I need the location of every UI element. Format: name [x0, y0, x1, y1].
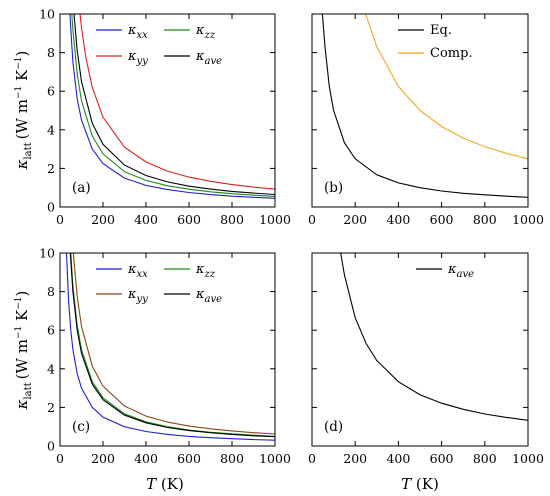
legend-label-a-0: κxx	[127, 23, 148, 41]
series-line-a-0	[69, 14, 275, 199]
axes-frame-a	[59, 13, 276, 208]
panel-b: 0 200 400 600 800 1000 (b) Eq. Comp.	[308, 13, 544, 227]
panel-c: 0 200 400 600 800 1000 0 2 4 6 8 10 (c) κxx κyy κzz κave	[39, 246, 291, 467]
x-tick-label-c: 800	[220, 451, 244, 466]
x-tick-label-b: 800	[473, 212, 497, 227]
x-tick-label-b: 1000	[512, 212, 544, 227]
x-tick-label-a: 1000	[259, 212, 291, 227]
ylabel-close: )	[13, 51, 31, 57]
ylabel-k: K	[13, 69, 31, 86]
panel-label-d: (d)	[324, 419, 343, 435]
panel-label-b: (b)	[324, 180, 343, 196]
y-axis-label-top: κlatt(W m−1 K−1)	[13, 51, 34, 171]
y-tick-label-a: 4	[47, 122, 55, 137]
x-tick-label-c: 600	[177, 451, 201, 466]
x-tick-label-d: 400	[386, 451, 410, 466]
x-tick-label-a: 0	[56, 212, 64, 227]
series-line-c-0	[65, 253, 275, 441]
ylabel-exp1: −1	[14, 326, 24, 339]
y-tick-label-a: 6	[47, 84, 55, 99]
series-line-b-1	[365, 14, 528, 160]
series-line-c-1	[72, 253, 275, 435]
xlabel-units: (K)	[156, 475, 184, 493]
x-tick-label-c: 200	[91, 451, 115, 466]
y-tick-label-c: 4	[47, 361, 55, 376]
y-tick-label-a: 10	[39, 7, 55, 22]
ylabel-units: (W m	[13, 99, 31, 139]
x-tick-label-a: 400	[134, 212, 158, 227]
panels-group: 0 200 400 600 800 10000246810(a)κxxκyyκzzκave…	[39, 7, 544, 467]
x-tick-label-b: 200	[343, 212, 367, 227]
x-axis-label-right: T (K)	[401, 475, 439, 493]
y-axis-label-bottom: κlatt(W m−1 K−1)	[13, 291, 34, 411]
x-tick-label-b: 600	[430, 212, 454, 227]
ylabel-close: )	[13, 291, 31, 297]
panel-d: 0 200 400 600 800 1000 (d) κave	[308, 252, 544, 466]
x-tick-label-c: 0	[56, 451, 64, 466]
x-tick-label-c: 1000	[259, 451, 291, 466]
legend-label-a-2: κzz	[195, 23, 216, 41]
x-tick-label-a: 800	[220, 212, 244, 227]
ylabel-kappa: κ	[13, 399, 31, 410]
ylabel-exp1: −1	[14, 86, 24, 99]
ylabel-exp2: −1	[14, 297, 24, 310]
xlabel-t: T	[146, 475, 157, 493]
series-line-a-1	[79, 14, 275, 190]
ylabel-kappa: κ	[13, 159, 31, 170]
axes-frame-d	[311, 252, 529, 447]
y-tick-label-c: 10	[39, 246, 55, 261]
ylabel-units: (W m	[13, 339, 31, 379]
axes-frame-b	[311, 13, 529, 208]
panel-label-a: (a)	[72, 180, 91, 196]
series-line-a-3	[73, 14, 275, 196]
y-tick-label-c: 6	[47, 323, 55, 338]
legend-label-a-3: κave	[195, 49, 222, 67]
ylabel-sub: latt	[23, 382, 34, 399]
x-axis-label-left: T (K)	[146, 475, 184, 493]
x-tick-label-d: 1000	[512, 451, 544, 466]
ylabel-sub: latt	[23, 142, 34, 159]
legend-label-c-2: κzz	[195, 262, 216, 280]
x-tick-label-d: 200	[343, 451, 367, 466]
panel-a: 0 200 400 600 800 1000 0 2 4 6 8 10 (a) κxx κyy κzz κave	[39, 7, 291, 228]
x-tick-label-a: 600	[177, 212, 201, 227]
y-tick-label-c: 0	[47, 439, 55, 454]
legend-label-b-0: Eq.	[430, 23, 452, 38]
y-tick-label-a: 0	[47, 200, 55, 215]
x-tick-label-c: 400	[134, 451, 158, 466]
ylabel-exp2: −1	[14, 57, 24, 70]
series-line-a-2	[71, 14, 275, 197]
series-line-c-3	[69, 253, 275, 438]
legend-label-a-1: κyy	[127, 49, 148, 67]
axes-frame-c	[59, 252, 276, 447]
x-tick-label-d: 600	[430, 451, 454, 466]
xlabel-units: (K)	[411, 475, 439, 493]
x-tick-label-b: 400	[386, 212, 410, 227]
x-tick-label-a: 200	[91, 212, 115, 227]
legend-label-b-1: Comp.	[430, 46, 473, 61]
y-tick-label-a: 2	[47, 161, 55, 176]
x-tick-label-d: 800	[473, 451, 497, 466]
series-line-b-0	[321, 14, 528, 198]
legend-label-c-0: κxx	[127, 262, 148, 280]
y-tick-label-c: 2	[47, 400, 55, 415]
x-tick-label-d: 0	[308, 451, 316, 466]
legend-label-d-0: κave	[447, 262, 474, 280]
y-tick-label-a: 8	[47, 45, 55, 60]
legend-label-c-3: κave	[195, 287, 222, 305]
legend-label-c-1: κyy	[127, 287, 148, 305]
series-line-c-2	[70, 253, 275, 437]
xlabel-t: T	[401, 475, 412, 493]
y-tick-label-c: 8	[47, 284, 55, 299]
series-line-d-0	[340, 253, 528, 421]
x-tick-label-b: 0	[308, 212, 316, 227]
panel-label-c: (c)	[72, 419, 90, 435]
ylabel-k: K	[13, 309, 31, 326]
